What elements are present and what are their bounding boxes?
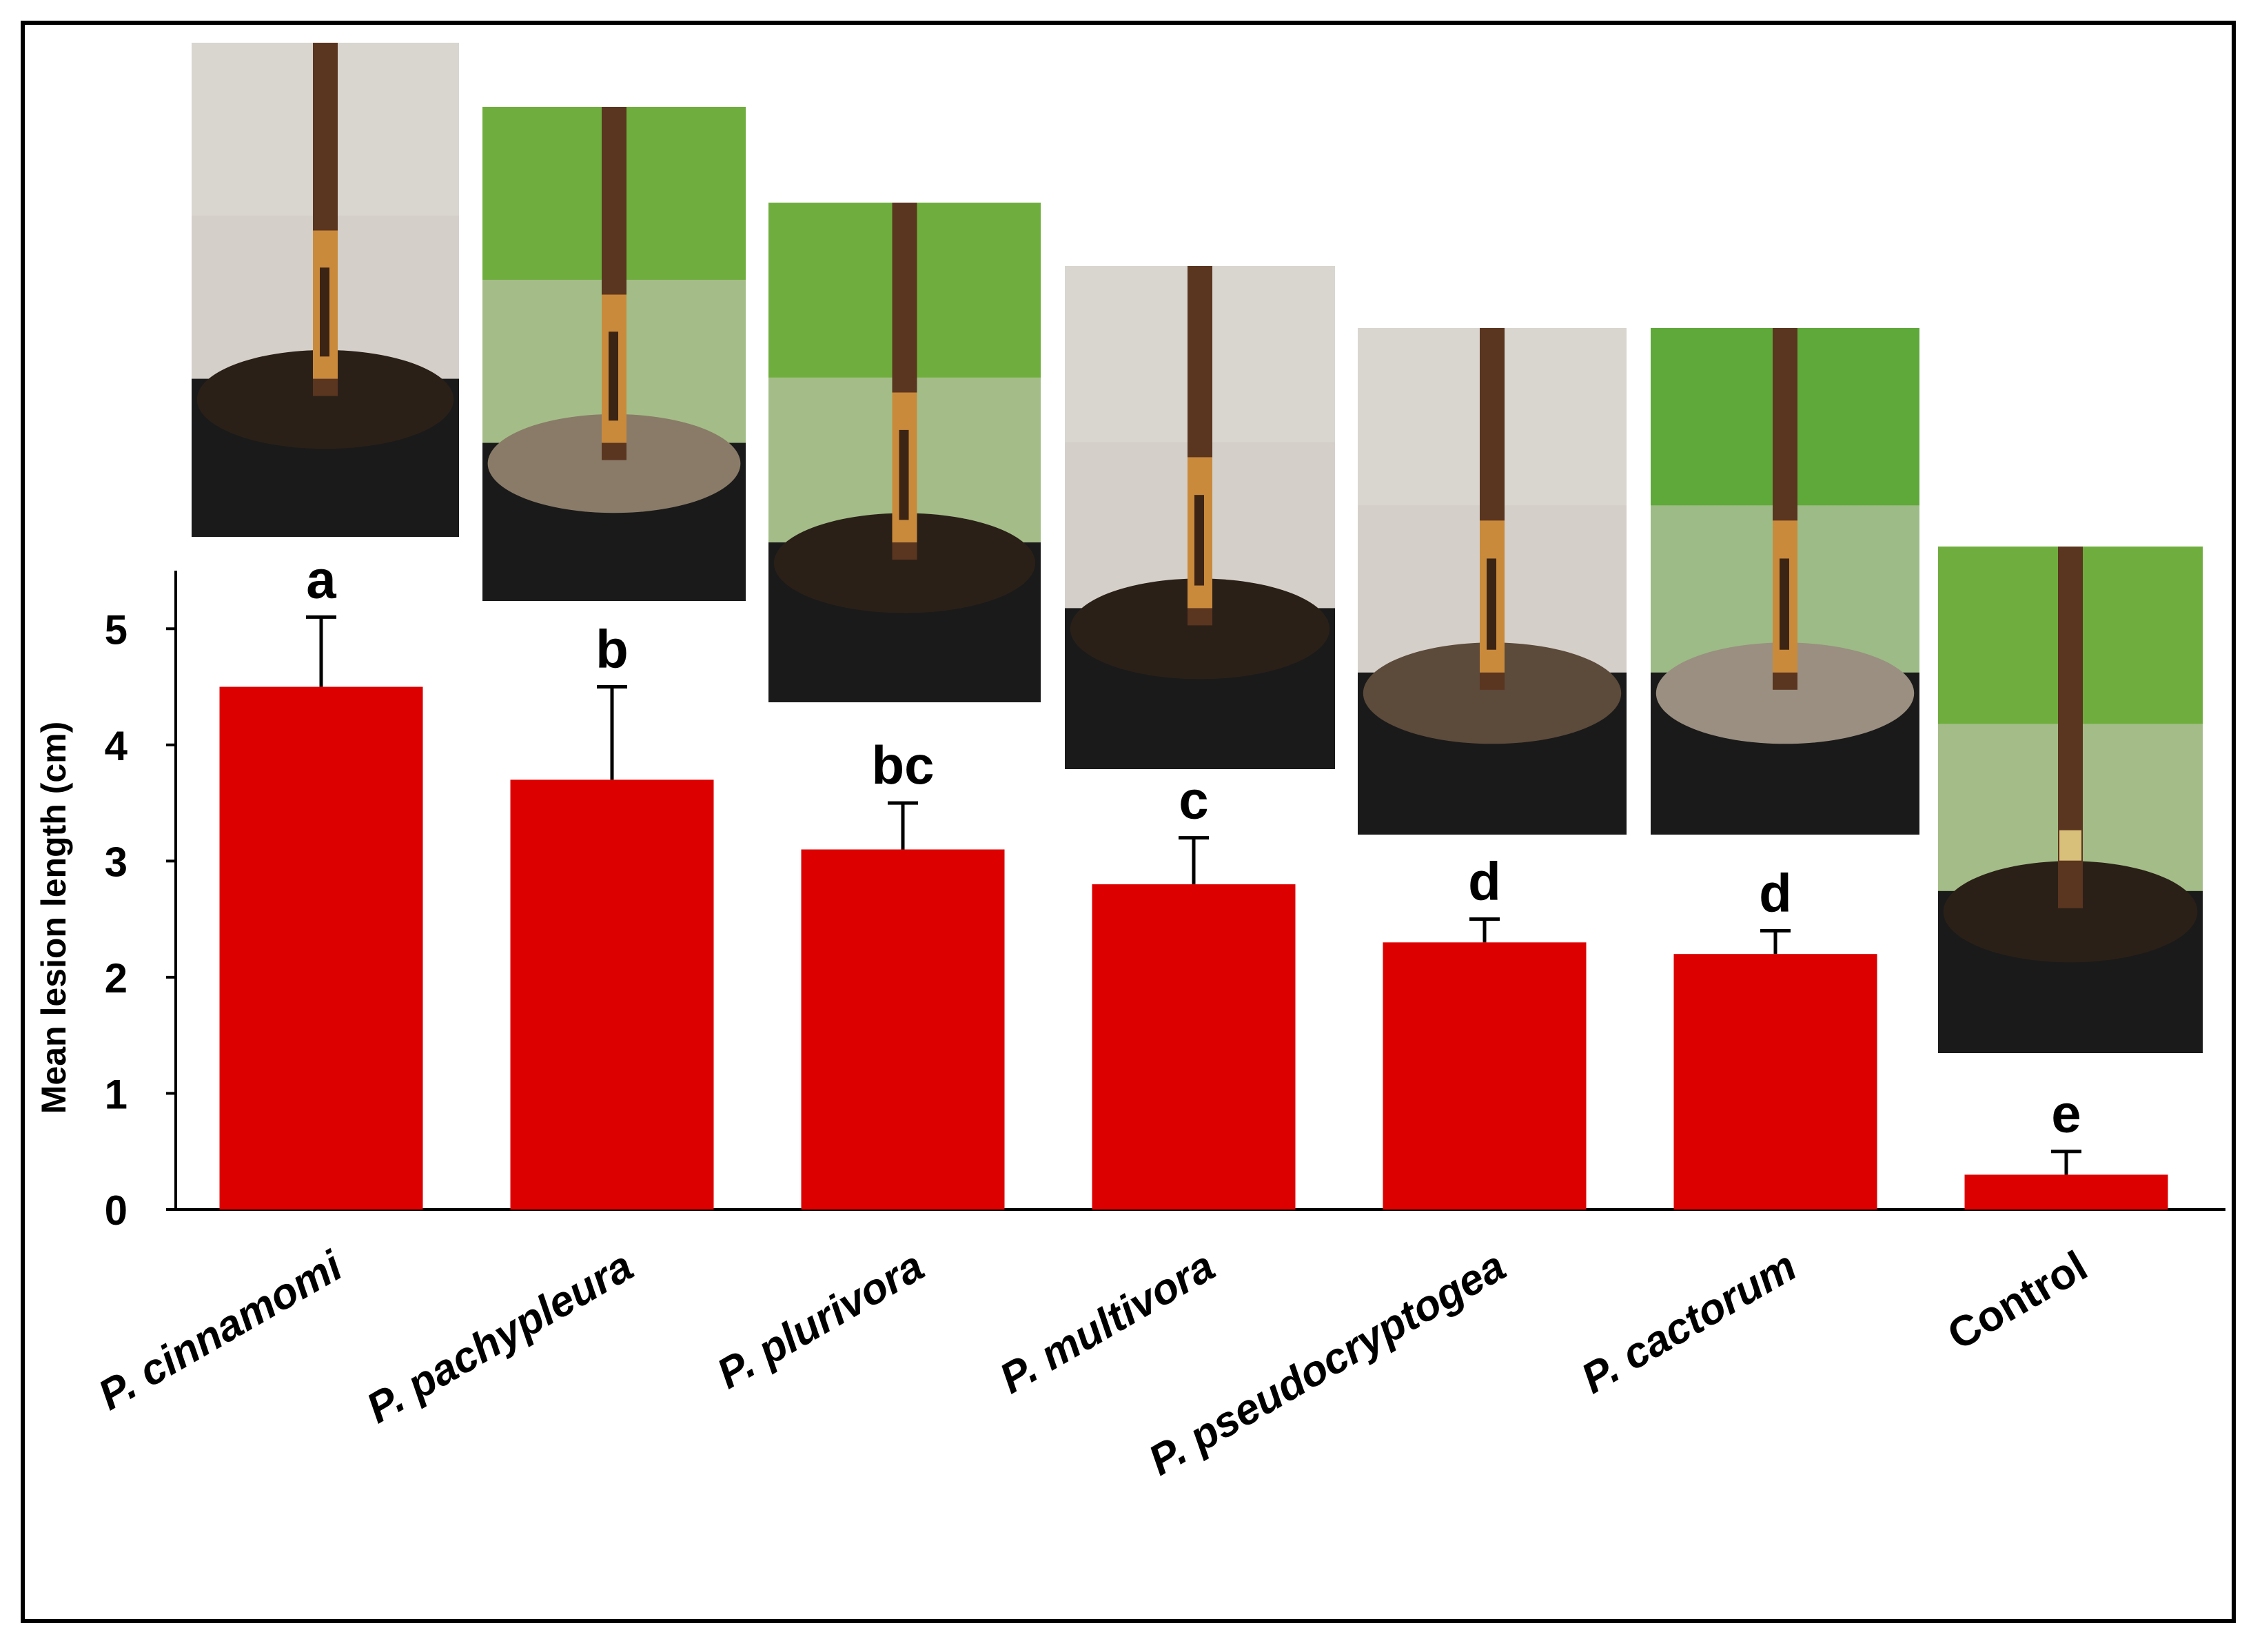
photo-p-pseudocryptogea <box>1358 328 1627 835</box>
significance-letters: a b bc c d d e <box>306 549 2081 1143</box>
photo-p-cinnamomi <box>192 43 459 537</box>
y-tick-label: 3 <box>105 839 128 885</box>
bar <box>1673 954 1877 1210</box>
photo-p-pachypleura <box>482 107 746 601</box>
y-tick-label: 5 <box>105 606 128 653</box>
x-tick-label: P. cactorum <box>1573 1242 1804 1403</box>
y-tick-label: 1 <box>105 1071 128 1117</box>
bar <box>801 849 1005 1210</box>
photo-p-cactorum <box>1651 328 1919 835</box>
x-tick-label: Control <box>1940 1242 2095 1359</box>
bars <box>219 686 2168 1210</box>
significance-letter: b <box>595 619 629 680</box>
y-tick-label: 2 <box>105 955 128 1001</box>
x-tick-label: P. multivora <box>992 1242 1223 1403</box>
y-tick-label: 4 <box>105 723 128 769</box>
x-tick-labels: P. cinnamomi P. pachypleura P. plurivora P.… <box>90 1241 2095 1485</box>
photo-soil <box>1363 642 1622 744</box>
photo-lesion-dark <box>1194 495 1204 586</box>
error-bars <box>306 615 2081 1175</box>
photos-layer <box>192 43 2203 1053</box>
significance-letter: a <box>306 549 336 609</box>
significance-letter: d <box>1468 851 1501 912</box>
photo-lesion-dark <box>1780 558 1789 650</box>
photo-p-plurivora <box>768 203 1041 702</box>
photo-lesion-dark <box>1487 558 1496 650</box>
bar <box>219 686 423 1210</box>
photo-soil <box>487 414 741 513</box>
significance-letter: bc <box>871 735 934 795</box>
significance-letter: e <box>2051 1083 2081 1144</box>
photo-wound <box>2059 830 2081 861</box>
significance-letter: c <box>1179 770 1208 830</box>
x-tick-label: P. pachypleura <box>358 1242 641 1432</box>
photo-lesion-dark <box>609 332 618 421</box>
y-axis-label: Mean lesion length (cm) <box>34 722 73 1114</box>
y-ticks: 0 1 2 3 4 5 <box>105 606 176 1234</box>
photo-lesion-dark <box>320 267 329 357</box>
bar <box>1964 1174 2168 1210</box>
photo-lesion-dark <box>899 429 909 520</box>
x-tick-label: P. plurivora <box>709 1242 932 1398</box>
x-tick-label: P. cinnamomi <box>90 1241 351 1419</box>
photo-control <box>1938 547 2203 1053</box>
photo-soil <box>1943 861 2198 963</box>
bar <box>510 779 714 1210</box>
bar <box>1092 884 1296 1210</box>
photo-soil <box>1655 642 1915 744</box>
significance-letter: d <box>1759 862 1792 923</box>
photo-soil <box>196 349 454 449</box>
photo-soil <box>773 513 1036 613</box>
bar <box>1383 942 1587 1210</box>
y-tick-label: 0 <box>105 1187 128 1234</box>
photo-soil <box>1070 578 1330 680</box>
photo-p-multivora <box>1065 266 1335 769</box>
